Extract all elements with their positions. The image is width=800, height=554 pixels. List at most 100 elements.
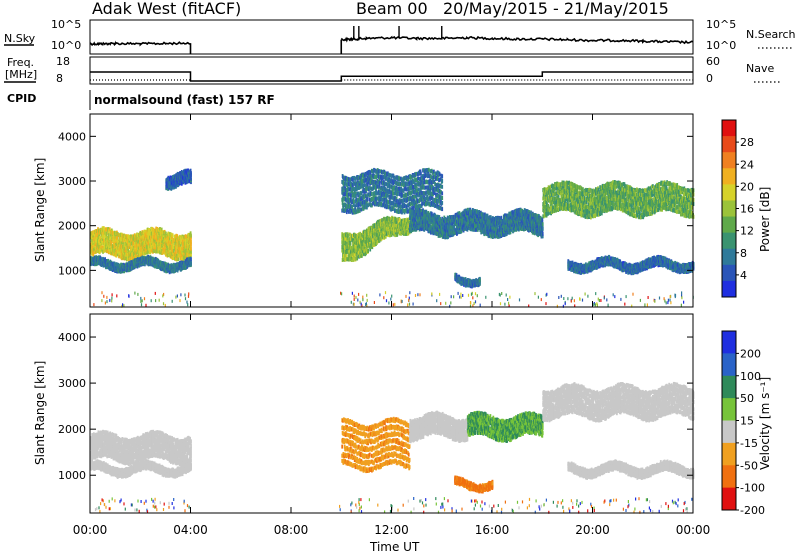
range-cell xyxy=(440,190,442,195)
feature-3 xyxy=(341,215,411,262)
range-cell xyxy=(429,189,431,194)
range-cell xyxy=(390,218,393,223)
range-cell xyxy=(349,241,352,246)
range-cell xyxy=(433,201,436,206)
range-cell xyxy=(358,185,361,190)
range-cell xyxy=(367,203,369,208)
range-cell xyxy=(179,243,182,247)
range-cell xyxy=(180,240,182,245)
range-cell xyxy=(172,245,174,250)
range-cell xyxy=(409,202,412,207)
range-cell xyxy=(184,251,187,256)
range-cell xyxy=(156,238,158,243)
range-cell xyxy=(407,209,409,214)
range-cell xyxy=(179,249,182,254)
noise-series xyxy=(89,26,694,54)
range-cell xyxy=(154,246,157,251)
range-cell xyxy=(439,177,442,182)
range-cell xyxy=(376,196,379,201)
range-cell xyxy=(190,171,192,176)
range-cell xyxy=(389,184,392,189)
range-cell xyxy=(423,191,426,196)
range-cell xyxy=(177,182,180,187)
range-cell xyxy=(433,169,435,174)
range-cell xyxy=(360,250,363,255)
range-cell xyxy=(110,235,112,240)
range-cell xyxy=(138,249,141,254)
range-cell xyxy=(392,223,395,228)
range-cell xyxy=(371,201,374,206)
range-cell xyxy=(365,251,367,256)
feature-1 xyxy=(90,254,192,275)
freq-left-tick-top: 18 xyxy=(56,55,70,68)
date-range: 20/May/2015 - 21/May/2015 xyxy=(443,0,669,18)
freq-left-tick-bottom: 8 xyxy=(56,72,63,85)
range-cell xyxy=(373,174,376,179)
noise-right-tick-top: 10^5 xyxy=(706,18,736,31)
range-cell xyxy=(435,171,437,176)
range-cell xyxy=(383,180,385,185)
range-cell xyxy=(367,249,369,253)
range-cell xyxy=(360,207,363,212)
range-cell xyxy=(105,231,108,236)
freq-right-tick-bottom: 0 xyxy=(706,72,713,85)
range-cell xyxy=(187,232,190,237)
range-cell xyxy=(372,239,374,244)
range-cell xyxy=(400,204,403,209)
range-cell xyxy=(157,242,160,247)
range-cell xyxy=(153,233,155,238)
range-cell xyxy=(174,241,176,246)
range-cell xyxy=(125,244,128,249)
range-cell xyxy=(126,256,129,261)
range-cell xyxy=(416,188,418,193)
range-cell xyxy=(438,206,441,211)
nsky-line-segment-0 xyxy=(89,40,191,47)
range-cell xyxy=(359,231,362,236)
range-cell xyxy=(361,252,364,257)
range-cell xyxy=(440,199,442,204)
range-cell xyxy=(417,187,420,192)
range-cell xyxy=(179,252,181,257)
range-cell xyxy=(172,249,175,253)
range-cell xyxy=(116,249,119,254)
range-cell xyxy=(399,218,401,223)
range-cell xyxy=(358,192,361,197)
range-cell xyxy=(101,240,104,245)
range-cell xyxy=(135,243,138,248)
range-cell xyxy=(432,190,435,195)
range-cell xyxy=(352,208,355,213)
range-cell xyxy=(400,187,403,191)
range-cell xyxy=(363,238,366,243)
range-cell xyxy=(356,234,359,239)
range-cell xyxy=(378,180,381,185)
range-cell xyxy=(170,186,173,191)
range-cell xyxy=(102,234,105,238)
range-cell xyxy=(376,191,379,196)
range-cell xyxy=(352,177,354,182)
range-cell xyxy=(117,239,119,244)
range-cell xyxy=(423,180,426,185)
range-cell xyxy=(422,197,424,202)
range-cell xyxy=(92,252,95,257)
range-cell xyxy=(423,185,426,190)
range-cell xyxy=(388,182,390,187)
range-cell xyxy=(98,232,101,237)
range-cell xyxy=(123,269,125,274)
range-cell xyxy=(423,176,426,181)
range-cell xyxy=(363,189,366,194)
range-cell xyxy=(361,200,364,205)
range-cell xyxy=(173,234,176,239)
noise-right-tick-bottom: 10^0 xyxy=(706,39,736,52)
range-cell xyxy=(349,209,352,214)
nsearch-label: N.Search xyxy=(746,28,796,41)
range-cell xyxy=(345,204,348,208)
range-cell xyxy=(180,235,183,240)
range-cell xyxy=(433,203,436,208)
range-cell xyxy=(165,231,167,236)
range-cell xyxy=(353,199,355,204)
range-cell xyxy=(368,197,371,202)
range-cell xyxy=(189,168,192,173)
range-cell xyxy=(385,205,388,210)
range-cell xyxy=(441,200,444,205)
range-cell xyxy=(178,239,181,244)
